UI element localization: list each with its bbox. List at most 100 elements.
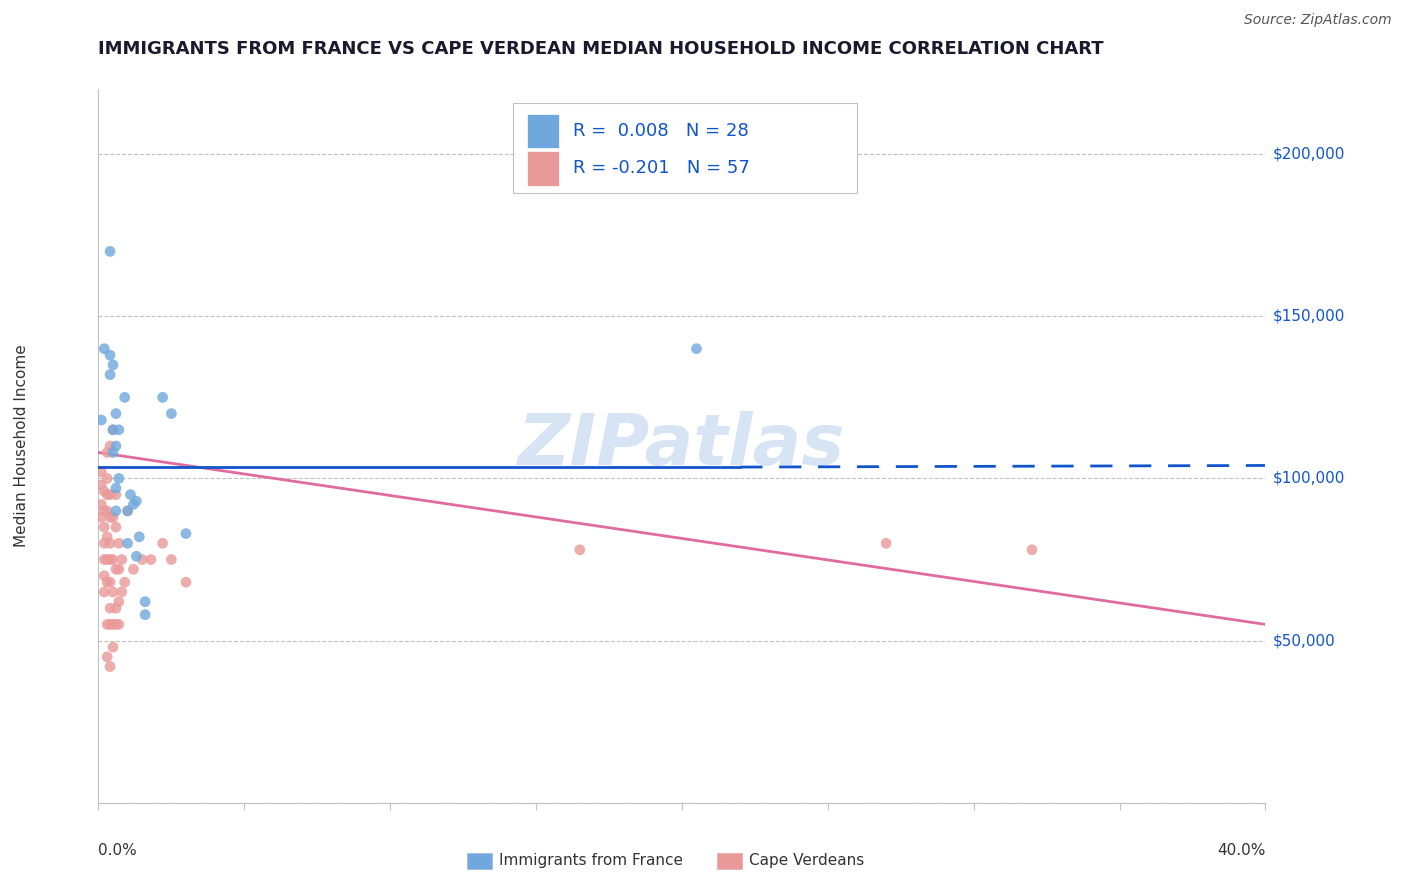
Point: [98, 510, 121, 524]
Text: R = -0.201   N = 57: R = -0.201 N = 57: [574, 160, 751, 178]
Text: 40.0%: 40.0%: [1218, 843, 1265, 858]
Point: [104, 488, 127, 502]
Point: [93, 342, 115, 356]
Point: [125, 549, 148, 564]
Point: [101, 640, 124, 654]
Point: [108, 471, 131, 485]
FancyBboxPatch shape: [513, 103, 856, 193]
Point: [104, 562, 127, 576]
Point: [96, 617, 118, 632]
Point: [114, 575, 136, 590]
Point: [134, 595, 156, 609]
Point: [120, 488, 142, 502]
Point: [108, 595, 131, 609]
Point: [90, 497, 112, 511]
Point: [139, 552, 162, 566]
Bar: [527, 152, 560, 186]
Point: [101, 617, 124, 632]
Bar: [527, 114, 560, 148]
Point: [98, 659, 121, 673]
Text: Cape Verdeans: Cape Verdeans: [749, 854, 865, 868]
Point: [875, 536, 897, 550]
Text: R =  0.008   N = 28: R = 0.008 N = 28: [574, 122, 749, 140]
Text: Immigrants from France: Immigrants from France: [499, 854, 683, 868]
Point: [96, 552, 118, 566]
Point: [122, 497, 145, 511]
Text: $150,000: $150,000: [1272, 309, 1344, 324]
Point: [98, 368, 121, 382]
Point: [98, 536, 121, 550]
Point: [93, 484, 115, 499]
Point: [114, 390, 136, 404]
Point: [93, 552, 115, 566]
Point: [101, 552, 124, 566]
Point: [104, 601, 127, 615]
Point: [93, 568, 115, 582]
Text: $100,000: $100,000: [1272, 471, 1344, 486]
Point: [93, 536, 115, 550]
Point: [98, 601, 121, 615]
Point: [101, 358, 124, 372]
Point: [117, 536, 139, 550]
Point: [96, 575, 118, 590]
Point: [174, 526, 197, 541]
Point: [93, 504, 115, 518]
Point: [93, 520, 115, 534]
Point: [160, 407, 183, 421]
Point: [104, 407, 127, 421]
Point: [104, 481, 127, 495]
Point: [98, 552, 121, 566]
Point: [111, 552, 134, 566]
Point: [101, 423, 124, 437]
Point: [96, 504, 118, 518]
Point: [104, 504, 127, 518]
Text: Source: ZipAtlas.com: Source: ZipAtlas.com: [1244, 13, 1392, 28]
Point: [131, 552, 153, 566]
Point: [152, 536, 174, 550]
Point: [108, 536, 131, 550]
Point: [152, 390, 174, 404]
Point: [160, 552, 183, 566]
Text: IMMIGRANTS FROM FRANCE VS CAPE VERDEAN MEDIAN HOUSEHOLD INCOME CORRELATION CHART: IMMIGRANTS FROM FRANCE VS CAPE VERDEAN M…: [98, 40, 1104, 58]
Point: [98, 348, 121, 362]
Text: 0.0%: 0.0%: [98, 843, 138, 858]
Point: [104, 439, 127, 453]
Point: [117, 504, 139, 518]
Point: [90, 465, 112, 479]
Point: [104, 520, 127, 534]
Point: [96, 488, 118, 502]
Point: [1021, 542, 1043, 557]
Point: [685, 342, 707, 356]
Point: [101, 510, 124, 524]
Point: [98, 575, 121, 590]
Point: [108, 423, 131, 437]
Text: ZIPatlas: ZIPatlas: [519, 411, 845, 481]
Point: [108, 562, 131, 576]
Point: [98, 617, 121, 632]
Point: [117, 504, 139, 518]
Text: Median Household Income: Median Household Income: [14, 344, 28, 548]
Point: [125, 494, 148, 508]
Text: $200,000: $200,000: [1272, 146, 1344, 161]
Point: [134, 607, 156, 622]
Point: [128, 530, 150, 544]
Point: [90, 478, 112, 492]
Point: [101, 445, 124, 459]
Point: [96, 649, 118, 664]
Text: $50,000: $50,000: [1272, 633, 1336, 648]
Point: [96, 471, 118, 485]
Point: [108, 617, 131, 632]
Point: [98, 439, 121, 453]
Point: [104, 617, 127, 632]
Point: [111, 585, 134, 599]
Point: [568, 542, 591, 557]
Point: [101, 585, 124, 599]
Point: [101, 423, 124, 437]
Point: [98, 244, 121, 259]
Point: [96, 445, 118, 459]
Point: [90, 510, 112, 524]
Point: [98, 488, 121, 502]
Point: [174, 575, 197, 590]
Point: [96, 530, 118, 544]
Point: [90, 413, 112, 427]
